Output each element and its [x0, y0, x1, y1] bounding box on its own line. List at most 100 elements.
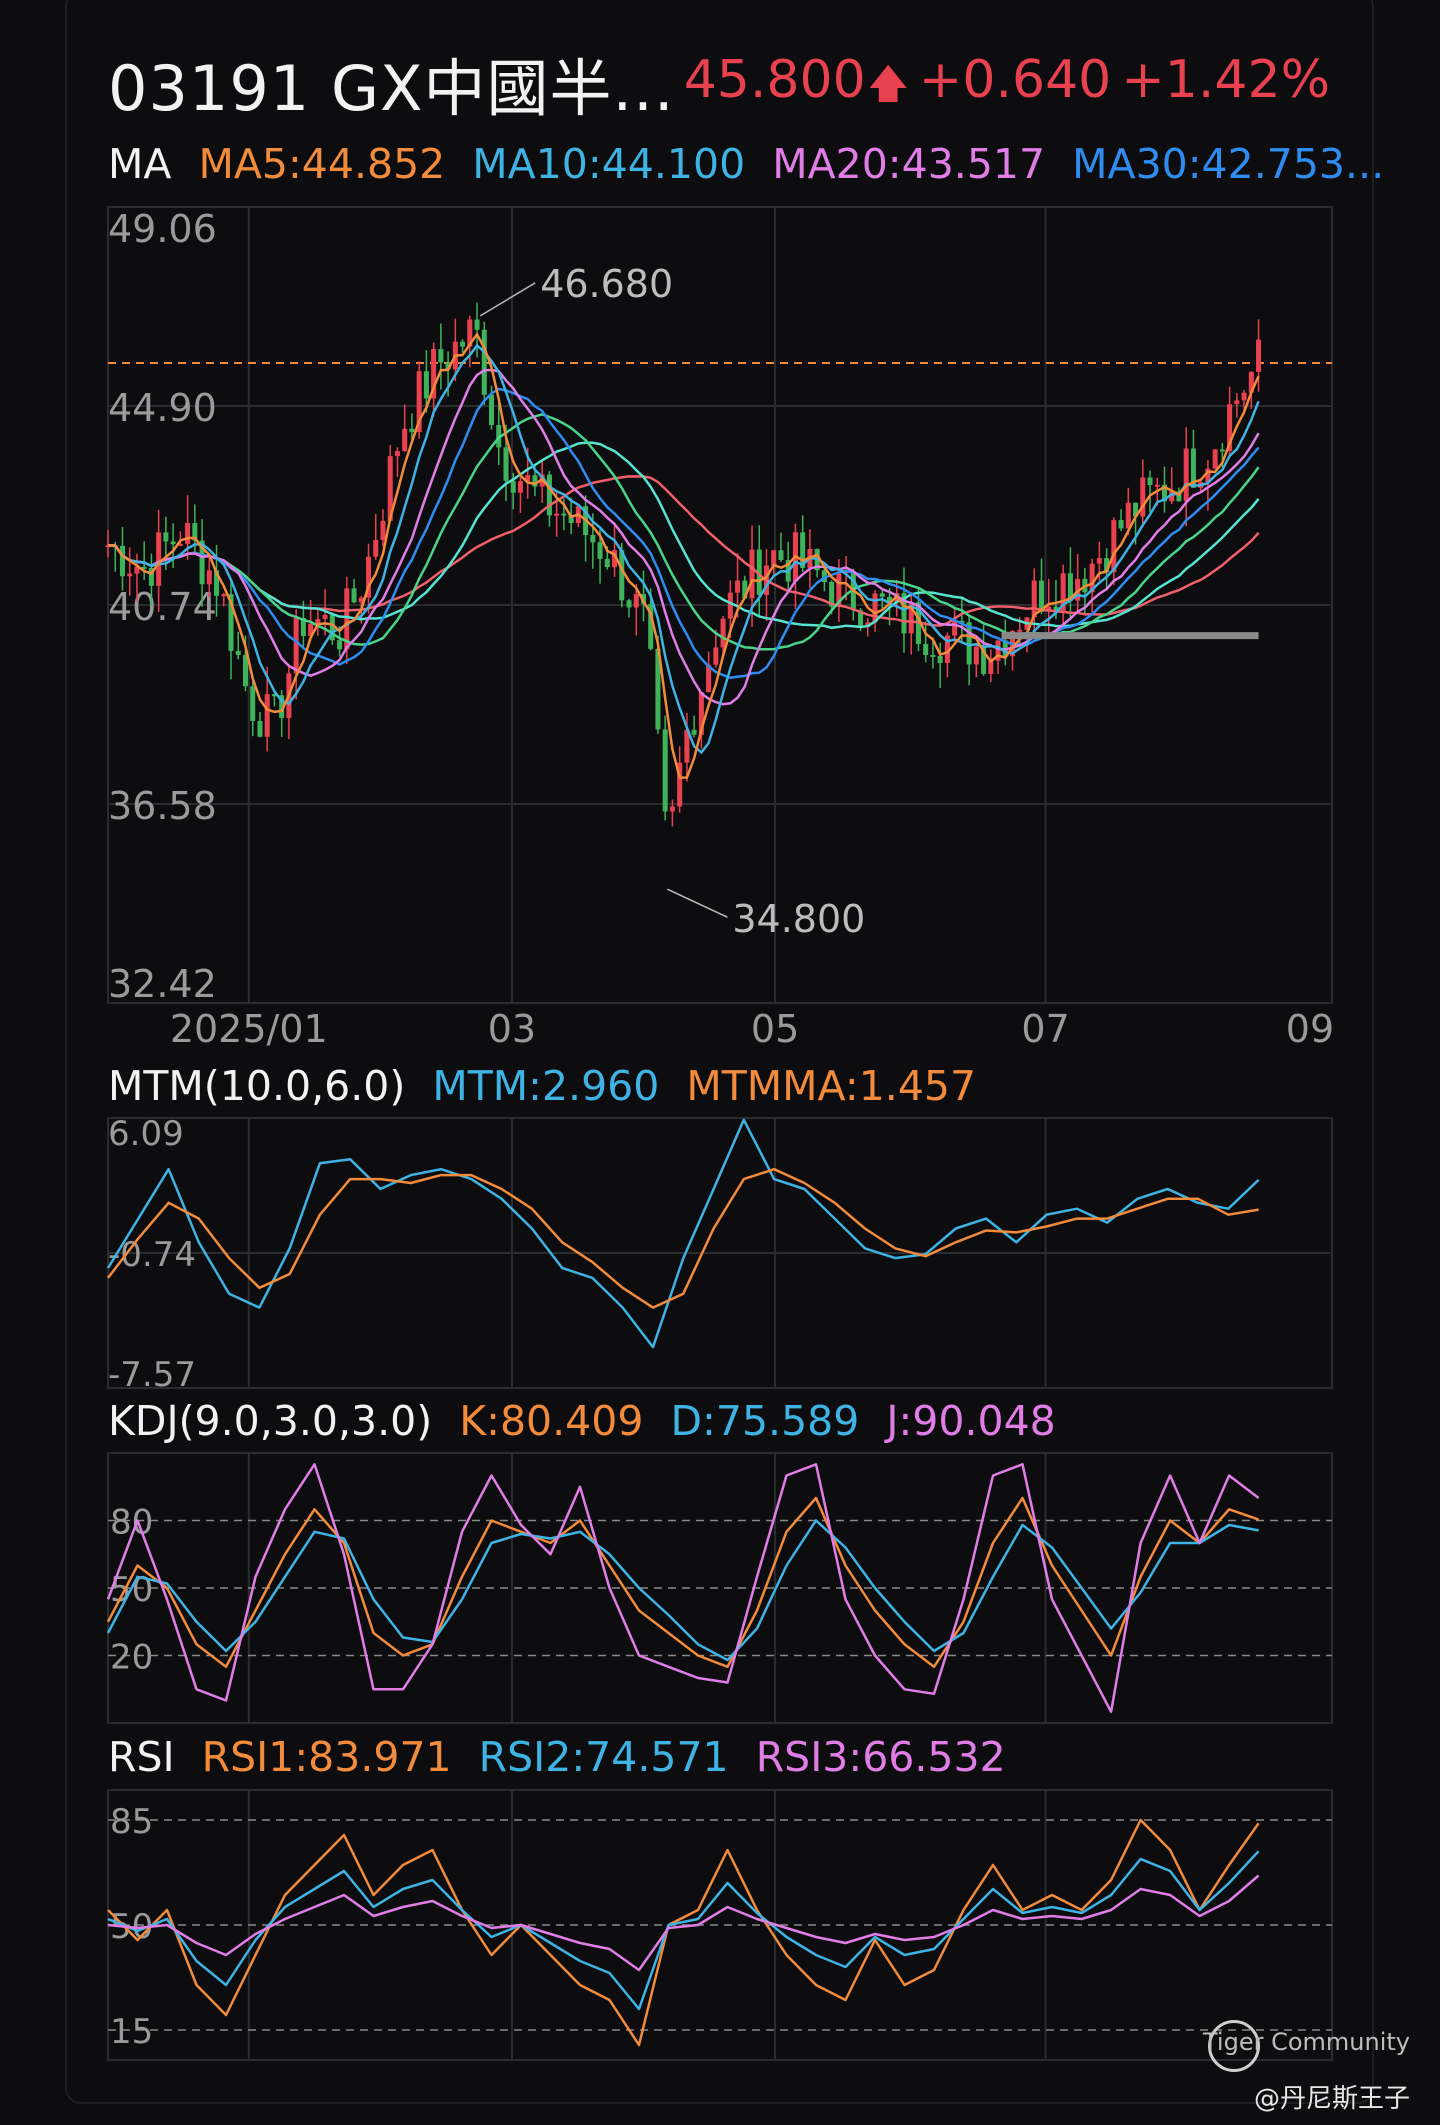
candle-body	[959, 620, 965, 623]
x-tick-label: 07	[1021, 1007, 1069, 1051]
candle-body	[1133, 502, 1139, 517]
y-tick-label: 36.58	[108, 784, 217, 828]
x-tick-label: 05	[751, 1007, 799, 1051]
y-tick-label: 85	[110, 1802, 153, 1842]
candle-body	[351, 588, 357, 603]
candle-body	[517, 481, 523, 493]
candle-body	[1183, 448, 1189, 502]
candle-body	[1212, 449, 1218, 469]
candle-body	[337, 640, 343, 650]
candle-body	[510, 480, 516, 493]
candle-body	[496, 425, 502, 448]
candle-body	[271, 694, 277, 697]
candle-body	[199, 540, 205, 585]
kdj-legend: KDJ(9.0,3.0,3.0) K:80.409 D:75.589 J:90.…	[108, 1397, 1070, 1445]
candle-body	[930, 655, 936, 658]
mtm-line	[106, 1118, 1260, 1349]
last-price: 45.800	[683, 50, 866, 110]
candle-body	[279, 695, 285, 718]
candle-body	[829, 582, 835, 607]
candle-body	[1067, 573, 1073, 601]
candle-body	[467, 319, 473, 347]
mtm-value: MTM:2.960	[432, 1062, 660, 1110]
mtm-legend-label: MTM(10.0,6.0)	[108, 1062, 406, 1110]
ma120-line	[107, 441, 1260, 630]
candle-body	[648, 603, 654, 649]
candle-body	[1234, 400, 1240, 405]
candle-body	[655, 648, 661, 730]
ma30-line	[107, 387, 1260, 680]
candle-body	[387, 456, 393, 521]
rsi1-value: RSI1:83.971	[201, 1733, 452, 1781]
candle-body	[481, 329, 487, 395]
candle-body	[402, 428, 408, 452]
candle-body	[460, 341, 466, 347]
watermark-user: @丹尼斯王子	[1253, 2084, 1410, 2114]
candle-body	[973, 646, 979, 665]
candle-body	[1241, 392, 1247, 401]
candle-body	[380, 520, 386, 540]
candle-body	[185, 523, 191, 544]
ma10-value: MA10:44.100	[472, 140, 746, 188]
y-tick-label: 6.09	[108, 1114, 184, 1154]
candle-body	[1125, 502, 1131, 529]
ma20-value: MA20:43.517	[772, 140, 1046, 188]
candle-body	[879, 593, 885, 597]
stock-title[interactable]: 03191 GX中國半...	[108, 52, 675, 125]
candle-body	[626, 600, 632, 608]
candle-body	[423, 371, 429, 399]
candle-body	[901, 593, 907, 634]
annotation-leader	[667, 888, 728, 918]
candle-body	[684, 729, 690, 763]
ma5-line	[107, 332, 1260, 779]
candle-body	[293, 618, 299, 674]
candle-body	[416, 371, 422, 433]
candle-body	[756, 549, 762, 595]
rsi1-line	[107, 1818, 1260, 2047]
mtmma-value: MTMMA:1.457	[686, 1062, 977, 1110]
candle-body	[590, 535, 596, 543]
candle-body	[1161, 484, 1168, 502]
candle-body	[1190, 448, 1196, 488]
candle-body	[156, 532, 162, 586]
annotation-low: 34.800	[732, 897, 865, 941]
candle-body	[1154, 484, 1160, 487]
candle-body	[1118, 520, 1124, 529]
candle-body	[264, 694, 270, 737]
candle-body	[221, 594, 227, 597]
candle-body	[308, 623, 314, 636]
candle-body	[1248, 371, 1254, 393]
candle-body	[1140, 477, 1146, 517]
tiger-logo-icon	[1208, 2020, 1260, 2072]
card-frame	[65, 0, 1374, 2104]
candle-body	[431, 349, 437, 399]
candle-body	[235, 650, 241, 655]
candle-body	[1111, 520, 1117, 573]
candle-body	[394, 451, 400, 457]
candle-body	[344, 588, 350, 650]
ma-legend-label: MA	[108, 140, 172, 188]
candle-body	[1038, 580, 1044, 612]
candle-body	[771, 550, 777, 566]
mtm-legend: MTM(10.0,6.0) MTM:2.960 MTMMA:1.457	[108, 1062, 990, 1110]
x-tick-label: 03	[488, 1007, 536, 1051]
rsi2-value: RSI2:74.571	[478, 1733, 729, 1781]
candle-body	[1002, 640, 1008, 657]
candle-body	[778, 550, 784, 561]
candle-body	[843, 571, 849, 574]
candle-body	[409, 428, 415, 433]
candle-body	[250, 686, 256, 722]
candle-body	[329, 614, 335, 641]
candle-body	[749, 549, 755, 599]
y-tick-label: -0.74	[108, 1235, 196, 1275]
candle-body	[633, 594, 639, 608]
candle-body	[1031, 580, 1037, 618]
candle-body	[1089, 563, 1095, 593]
rsi3-line	[107, 1874, 1260, 1972]
x-tick-label: 09	[1286, 1007, 1334, 1051]
y-tick-label: 49.06	[108, 207, 217, 251]
candle-body	[662, 729, 668, 812]
candle-body	[358, 597, 364, 603]
candle-body	[691, 729, 697, 735]
